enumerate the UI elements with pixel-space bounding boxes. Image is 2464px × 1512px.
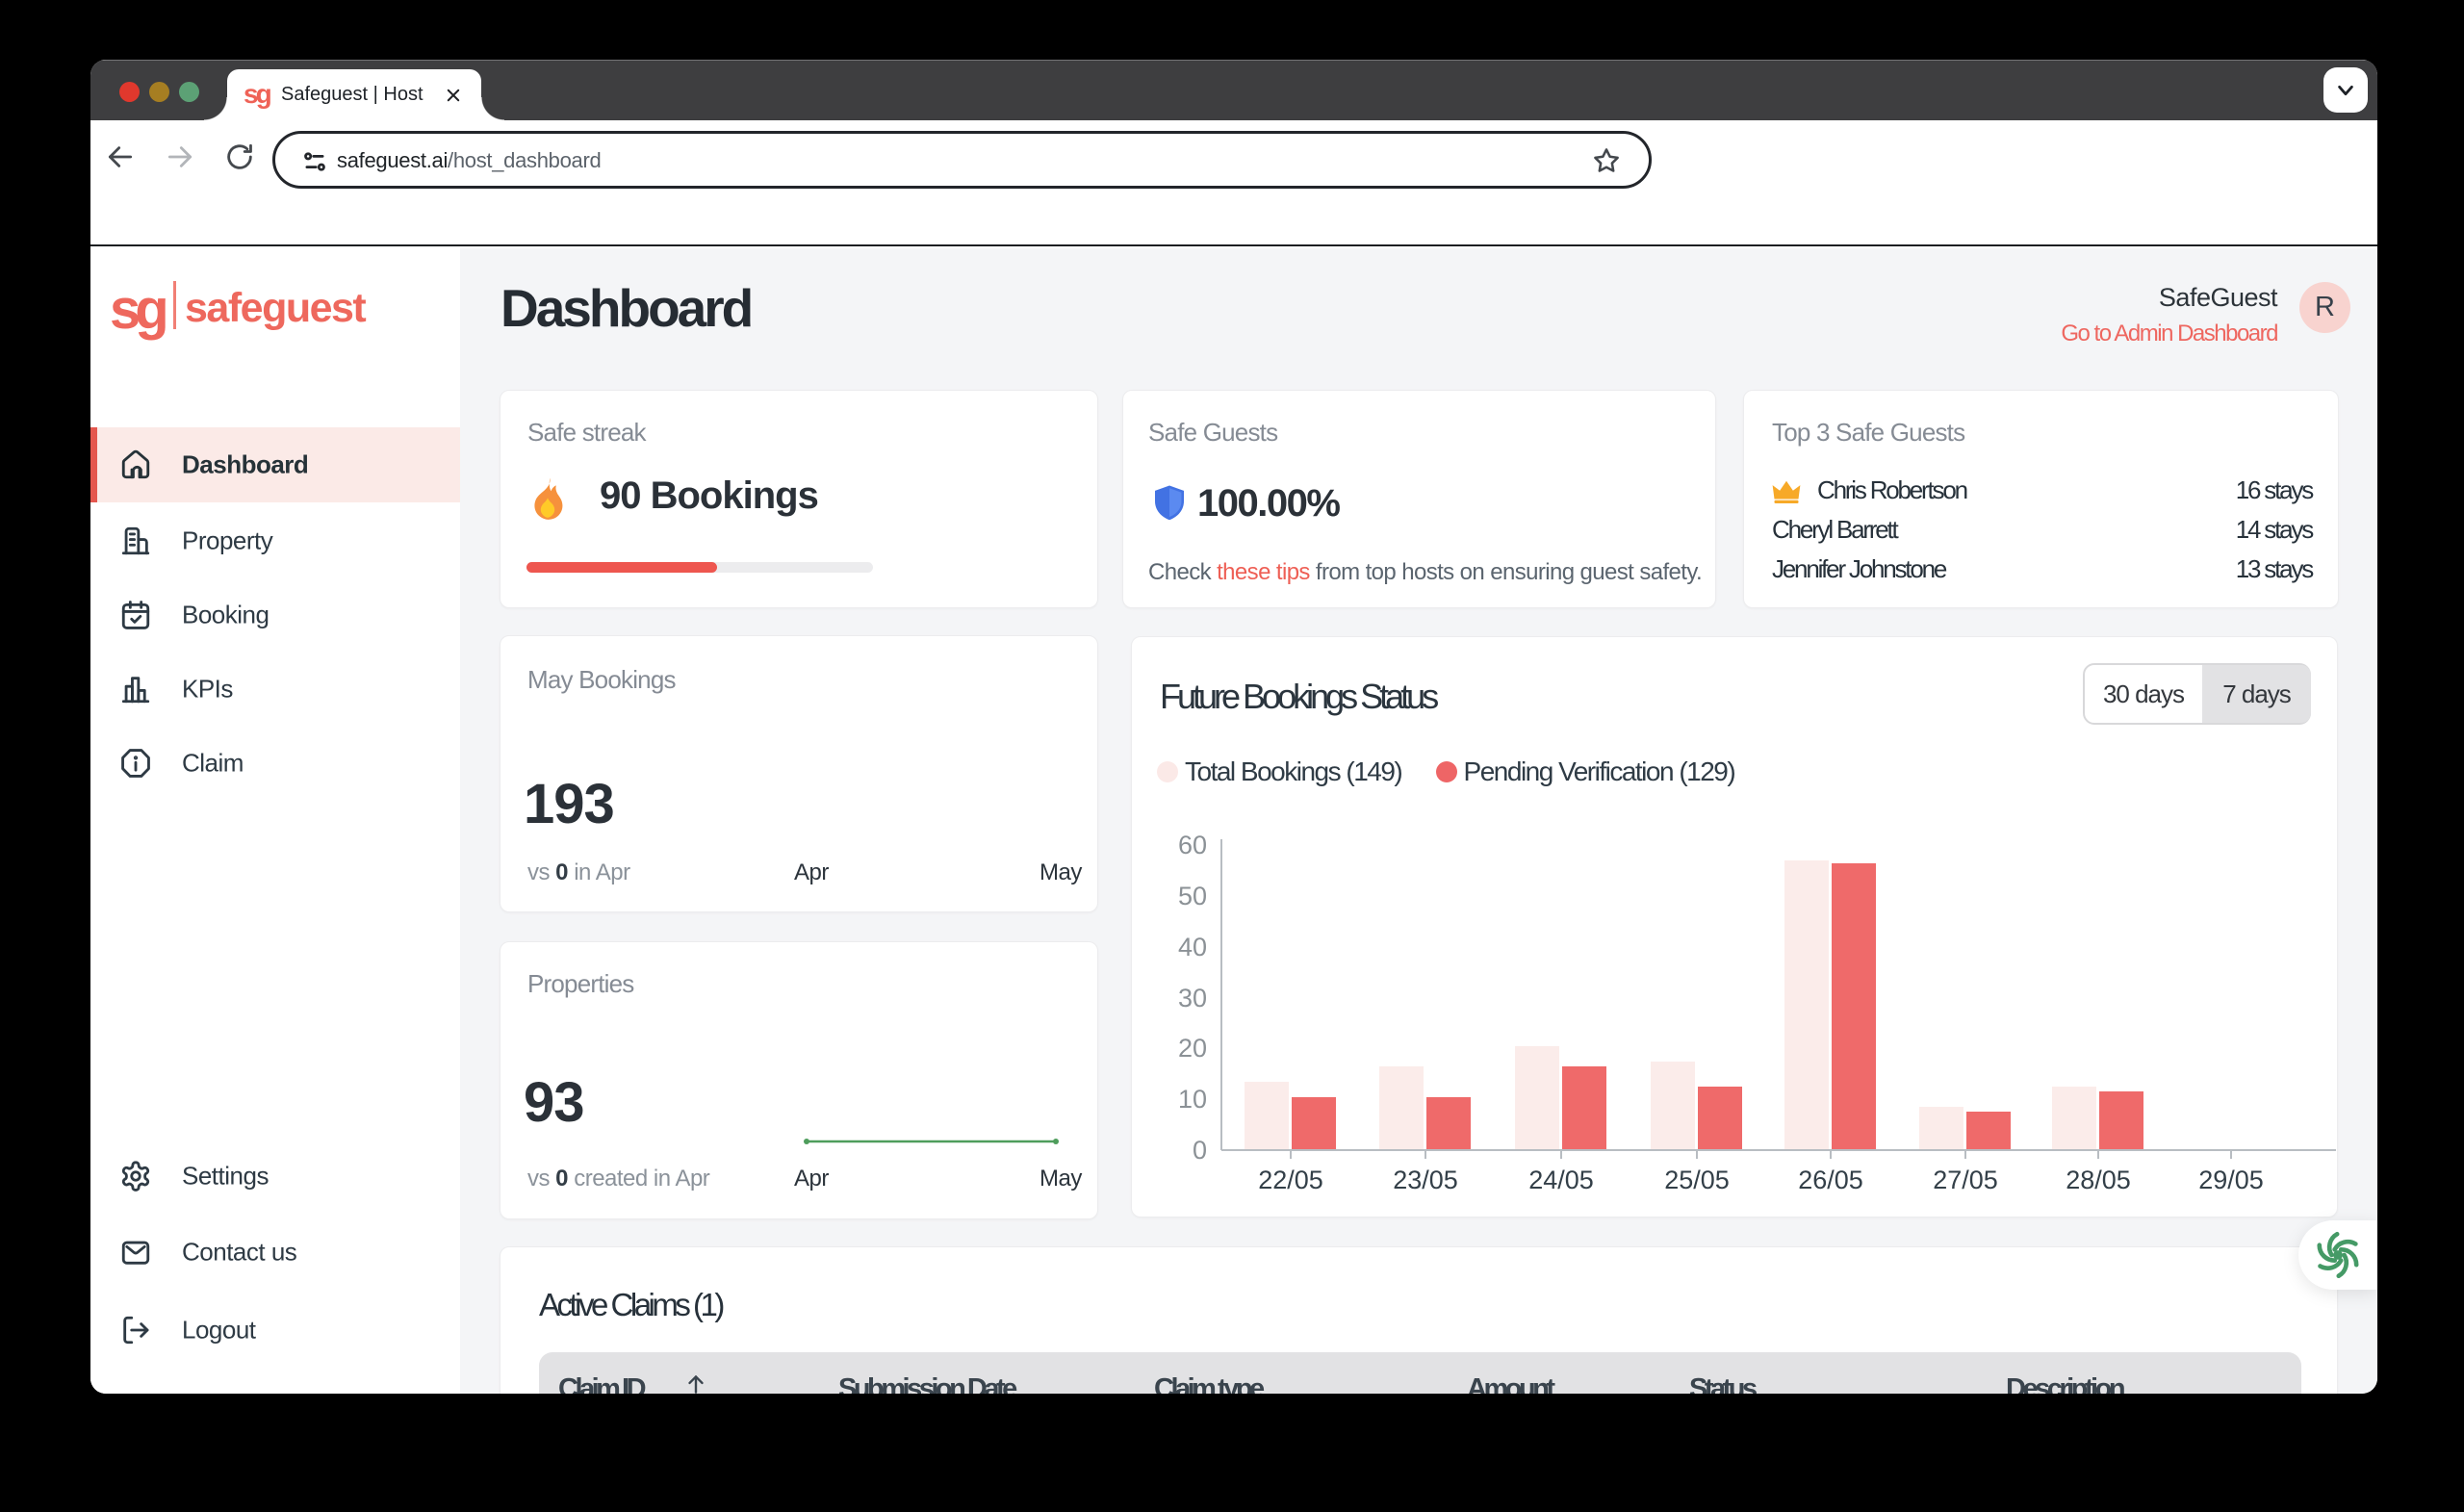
svg-text:60: 60 — [1178, 831, 1207, 859]
svg-text:23/05: 23/05 — [1393, 1166, 1458, 1194]
svg-text:27/05: 27/05 — [1933, 1166, 1998, 1194]
svg-text:30: 30 — [1178, 984, 1207, 1012]
svg-text:26/05: 26/05 — [1798, 1166, 1863, 1194]
svg-text:0: 0 — [1193, 1136, 1207, 1165]
svg-text:22/05: 22/05 — [1258, 1166, 1323, 1194]
svg-text:50: 50 — [1178, 882, 1207, 910]
svg-text:10: 10 — [1178, 1085, 1207, 1114]
svg-text:20: 20 — [1178, 1034, 1207, 1063]
svg-text:40: 40 — [1178, 933, 1207, 961]
svg-text:24/05: 24/05 — [1528, 1166, 1594, 1194]
svg-text:29/05: 29/05 — [2198, 1166, 2264, 1194]
svg-text:25/05: 25/05 — [1664, 1166, 1730, 1194]
svg-text:28/05: 28/05 — [2066, 1166, 2131, 1194]
